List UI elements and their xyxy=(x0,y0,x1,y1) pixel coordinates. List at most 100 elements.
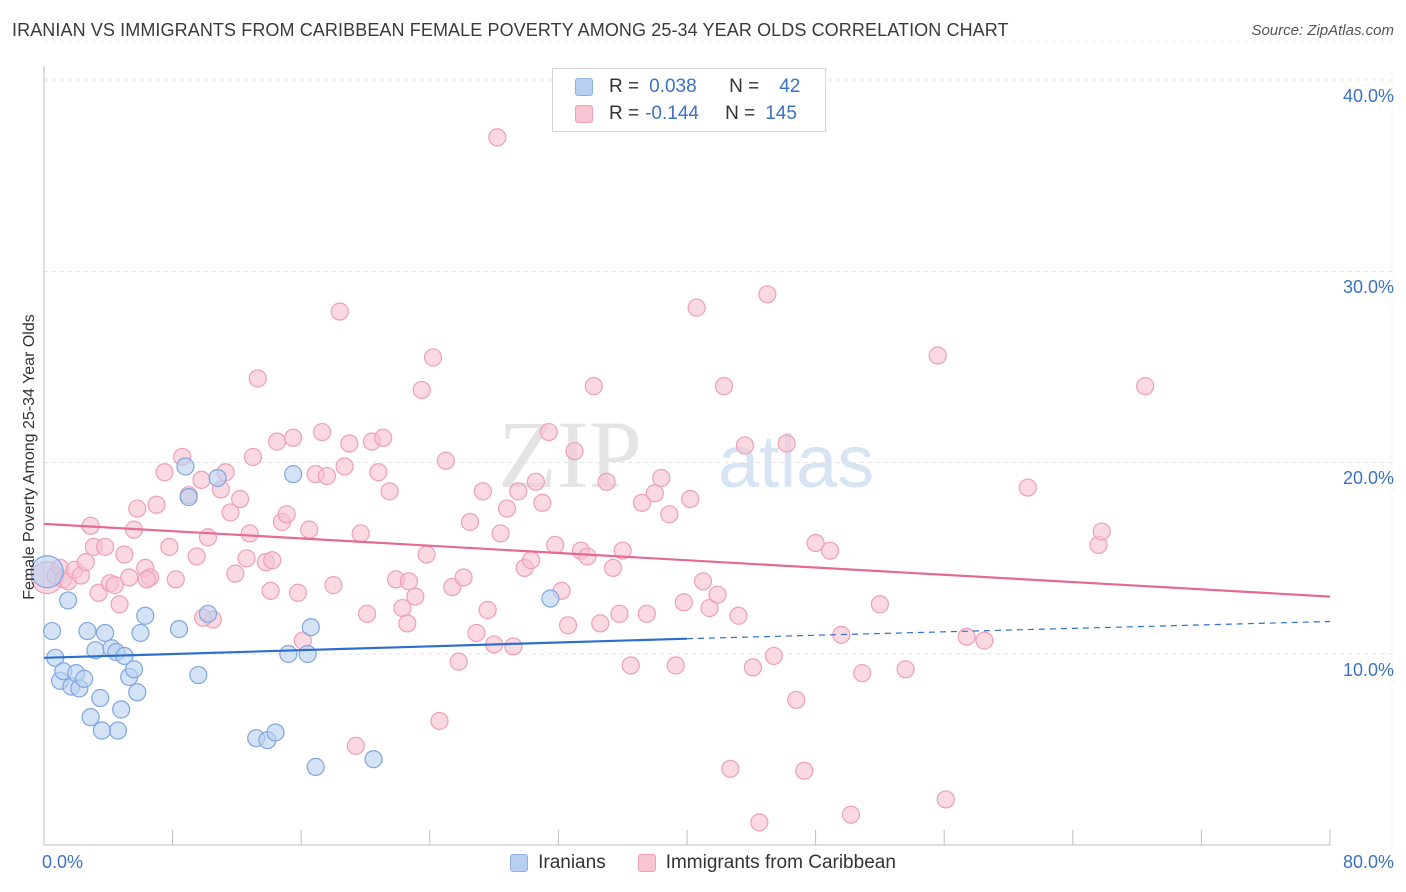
n-value: 145 xyxy=(765,103,797,124)
r-value: -0.144 xyxy=(645,103,699,124)
caribbean-point xyxy=(820,541,840,560)
iranian-point xyxy=(541,589,560,608)
caribbean-point xyxy=(436,451,455,470)
iranian-point xyxy=(301,618,320,637)
caribbean-point xyxy=(526,472,545,491)
caribbean-point xyxy=(896,660,915,679)
caribbean-point xyxy=(565,442,584,461)
caribbean-point xyxy=(312,422,332,442)
iranian-point xyxy=(112,700,131,719)
iranian-point xyxy=(176,457,195,476)
caribbean-point xyxy=(346,736,365,755)
iranians-swatch xyxy=(510,854,529,872)
legend-item-caribbean[interactable]: Immigrants from Caribbean xyxy=(637,852,896,874)
caribbean-point xyxy=(198,528,218,547)
caribbean-point xyxy=(1018,478,1037,497)
iranian-point xyxy=(42,621,62,641)
caribbean-point xyxy=(248,369,267,388)
caribbean-point xyxy=(870,595,890,614)
legend-item-iranians[interactable]: Iranians xyxy=(510,852,606,874)
caribbean-trend-line xyxy=(43,522,1331,598)
caribbean-point xyxy=(430,711,449,731)
caribbean-point xyxy=(666,656,685,675)
caribbean-point xyxy=(735,436,754,455)
y-tick-30: 30.0% xyxy=(1342,277,1394,297)
caribbean-point xyxy=(335,457,354,476)
caribbean-point xyxy=(764,646,783,666)
series-legend: Iranians Immigrants from Caribbean xyxy=(0,852,1406,874)
caribbean-point xyxy=(261,581,280,600)
iranian-point xyxy=(279,644,298,664)
y-tick-10: 10.0% xyxy=(1342,660,1394,680)
x-tick-min: 0.0% xyxy=(42,852,84,872)
caribbean-points xyxy=(30,128,1155,832)
caribbean-point xyxy=(714,377,734,396)
caribbean-point xyxy=(521,551,541,570)
caribbean-point xyxy=(660,505,679,524)
iranian-point xyxy=(124,660,144,679)
caribbean-point xyxy=(584,377,603,396)
iranian-point xyxy=(59,591,78,610)
iranian-point xyxy=(364,750,383,769)
x-tick-max: 80.0% xyxy=(1342,852,1394,872)
n-value: 42 xyxy=(779,76,801,97)
caribbean-point xyxy=(128,499,147,518)
caribbean-point xyxy=(1092,522,1111,541)
caribbean-point xyxy=(412,380,431,400)
caribbean-point xyxy=(300,520,319,539)
iranian-point xyxy=(108,721,128,740)
iranian-point xyxy=(179,488,198,507)
caribbean-point xyxy=(645,484,664,503)
iranian-point xyxy=(284,465,303,484)
caribbean-point xyxy=(558,616,578,635)
caribbean-point xyxy=(758,285,777,304)
chart-title: IRANIAN VS IMMIGRANTS FROM CARIBBEAN FEM… xyxy=(12,20,1009,40)
caribbean-point xyxy=(330,302,349,321)
caribbean-point xyxy=(597,472,616,491)
caribbean-point xyxy=(467,623,486,643)
caribbean-point xyxy=(358,604,377,623)
stats-row-iranians: R = 0.038 N = 42 xyxy=(575,73,800,101)
iranian-point xyxy=(91,688,110,708)
iranian-point xyxy=(208,468,227,488)
caribbean-point xyxy=(729,606,748,625)
caribbean-swatch xyxy=(575,105,593,123)
caribbean-point xyxy=(610,604,629,623)
caribbean-point xyxy=(693,572,713,591)
iranian-trend-line xyxy=(43,637,688,659)
iranian-point xyxy=(92,721,111,740)
caribbean-point xyxy=(231,489,250,509)
caribbean-point xyxy=(491,524,510,543)
y-tick-20: 20.0% xyxy=(1342,468,1394,488)
caribbean-point xyxy=(76,553,95,572)
caribbean-point xyxy=(539,422,558,442)
iranian-point xyxy=(136,606,155,625)
caribbean-point xyxy=(380,482,399,501)
caribbean-point xyxy=(226,564,245,583)
caribbean-point xyxy=(721,759,740,778)
caribbean-point xyxy=(155,463,174,482)
caribbean-point xyxy=(317,466,337,486)
caribbean-point xyxy=(288,583,308,602)
stats-row-caribbean: R = -0.144 N = 145 xyxy=(575,100,797,128)
y-tick-40: 40.0% xyxy=(1342,86,1394,106)
caribbean-point xyxy=(533,493,552,512)
caribbean-point xyxy=(237,549,256,568)
caribbean-point xyxy=(777,434,796,453)
caribbean-point xyxy=(578,547,597,566)
caribbean-point xyxy=(621,656,640,675)
caribbean-swatch xyxy=(637,854,656,872)
caribbean-point xyxy=(652,468,671,488)
n-label: N = xyxy=(725,103,756,124)
iranian-point xyxy=(169,620,189,639)
caribbean-point xyxy=(674,593,693,612)
grid-lines xyxy=(44,41,1393,845)
caribbean-point xyxy=(187,547,206,566)
iranian-point xyxy=(198,604,218,623)
caribbean-point xyxy=(399,572,419,591)
watermark-atlas: atlas xyxy=(718,420,874,503)
caribbean-point xyxy=(454,568,473,587)
caribbean-point xyxy=(743,658,763,677)
iranian-point xyxy=(298,644,317,664)
